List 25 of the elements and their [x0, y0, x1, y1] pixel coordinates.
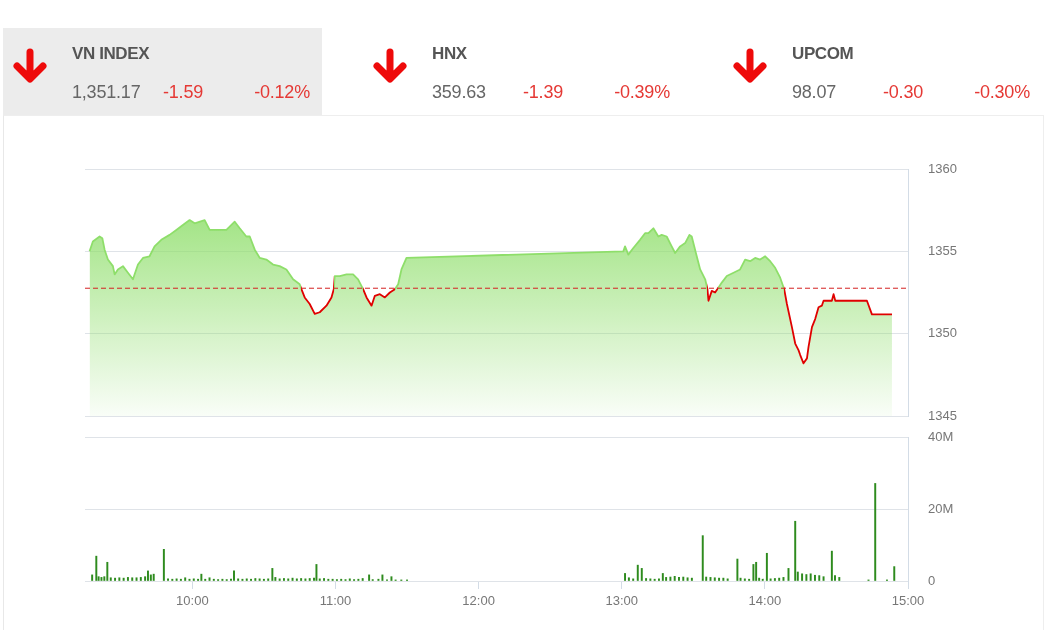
- text: -1.39: [523, 81, 564, 103]
- x-tick-label: 10:00: [176, 593, 209, 609]
- y-tick-label: 1350: [928, 325, 957, 341]
- y-tick-label: 40M: [928, 428, 954, 444]
- text: -0.30: [883, 81, 924, 103]
- text: 1,351.17: [72, 81, 141, 103]
- x-tick-label: 14:00: [748, 593, 782, 609]
- y-tick-label: 1345: [928, 407, 957, 423]
- text: UPCOM: [792, 44, 854, 64]
- y-tick-label: 1360: [928, 160, 957, 176]
- y-tick-label: 20M: [928, 500, 954, 516]
- text: 359.63: [432, 81, 486, 103]
- text: HNX: [432, 44, 467, 64]
- text: 98.07: [792, 81, 837, 103]
- text: -0.30%: [974, 81, 1030, 103]
- text: -0.12%: [254, 81, 310, 103]
- y-tick-label: 0: [928, 572, 936, 588]
- x-tick-label: 11:00: [319, 593, 352, 609]
- text: -0.39%: [614, 81, 670, 103]
- x-tick-label: 12:00: [462, 593, 495, 609]
- x-tick-label: 15:00: [891, 593, 925, 609]
- x-tick-label: 13:00: [605, 593, 639, 609]
- y-tick-label: 1355: [928, 242, 957, 258]
- text: VN INDEX: [72, 44, 150, 64]
- text: -1.59: [163, 81, 204, 103]
